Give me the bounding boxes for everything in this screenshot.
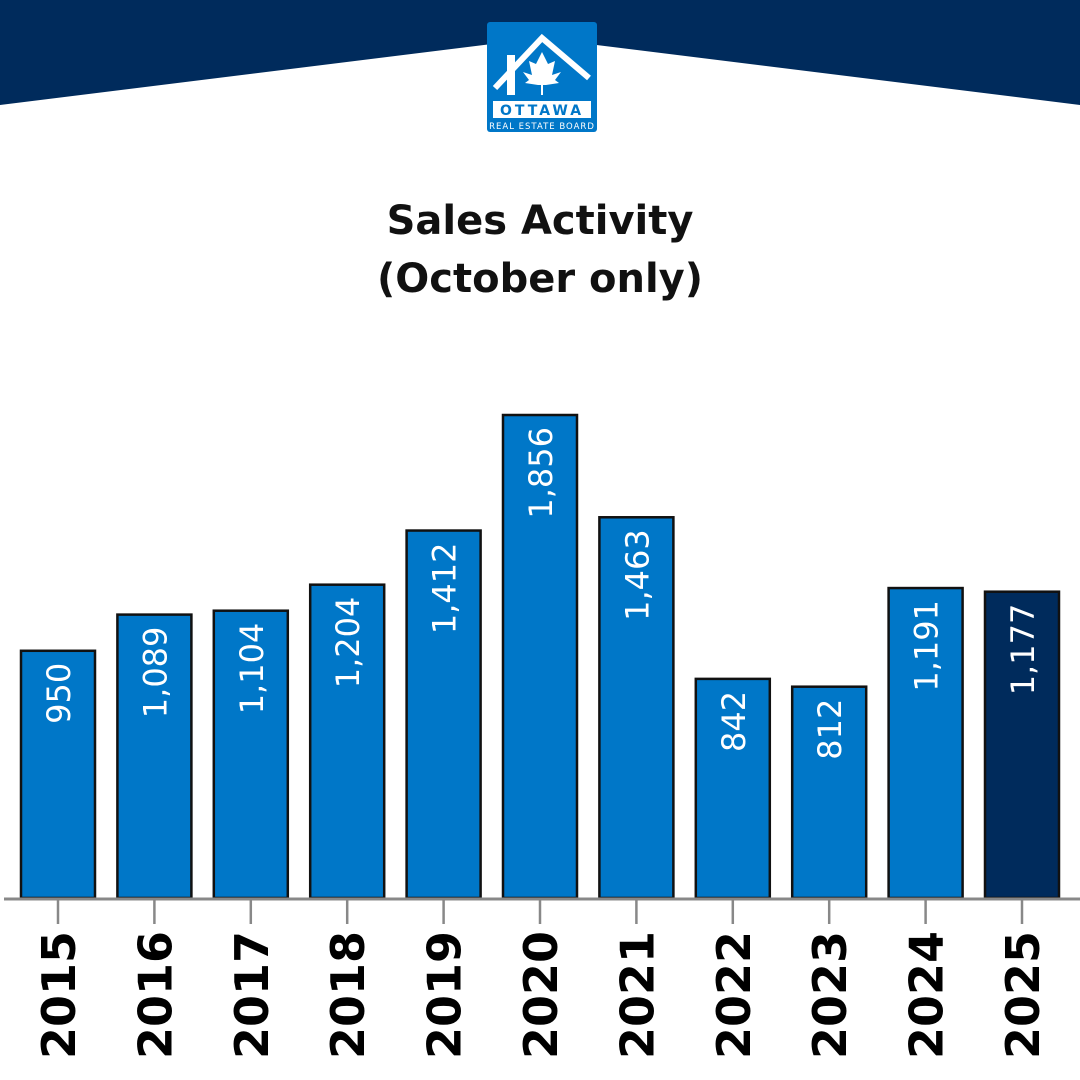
x-tick-label-2023: 2023 <box>803 931 857 1059</box>
bar-2018 <box>308 583 386 900</box>
data-label-2024: 1,191 <box>908 600 946 692</box>
data-label-2021: 1,463 <box>618 529 656 621</box>
x-tick-label-2025: 2025 <box>996 931 1050 1059</box>
chart-title-block: Sales Activity (October only) <box>0 192 1080 308</box>
x-tick-label-2019: 2019 <box>418 931 472 1059</box>
data-label-2020: 1,856 <box>522 427 560 519</box>
svg-text:REAL ESTATE BOARD: REAL ESTATE BOARD <box>489 122 595 132</box>
x-tick-label-2022: 2022 <box>707 931 761 1059</box>
x-tick-label-2020: 2020 <box>514 931 568 1059</box>
header-band <box>0 0 1080 105</box>
data-label-2023: 812 <box>811 699 849 760</box>
bar-2024 <box>887 586 964 900</box>
chart-title: Sales Activity <box>386 198 694 244</box>
bar-2025 <box>983 590 1061 900</box>
ottawa-real-estate-board-logo: OTTAWA REAL ESTATE BOARD <box>487 22 597 132</box>
svg-text:OTTAWA: OTTAWA <box>500 103 584 119</box>
bar-2021 <box>598 516 675 900</box>
bar-2020 <box>501 413 579 900</box>
data-label-2019: 1,412 <box>426 543 464 635</box>
x-tick-label-2017: 2017 <box>225 931 279 1059</box>
data-label-2022: 842 <box>715 691 753 752</box>
bar-2017 <box>212 609 290 900</box>
data-label-2016: 1,089 <box>136 627 174 719</box>
bar-2023 <box>790 685 868 900</box>
bar-2022 <box>694 677 772 900</box>
x-tick-label-2018: 2018 <box>321 931 375 1059</box>
x-tick-label-2016: 2016 <box>128 931 182 1059</box>
x-tick-label-2024: 2024 <box>900 931 954 1059</box>
data-label-2025: 1,177 <box>1004 604 1042 696</box>
bar-2019 <box>405 529 482 900</box>
x-tick-label-2021: 2021 <box>610 931 664 1059</box>
data-label-2017: 1,104 <box>233 623 271 715</box>
data-label-2018: 1,204 <box>329 597 367 689</box>
chart-subtitle: (October only) <box>376 256 704 302</box>
x-tick-label-2015: 2015 <box>32 931 86 1059</box>
data-label-2015: 950 <box>40 663 78 724</box>
bar-2015 <box>19 649 97 900</box>
